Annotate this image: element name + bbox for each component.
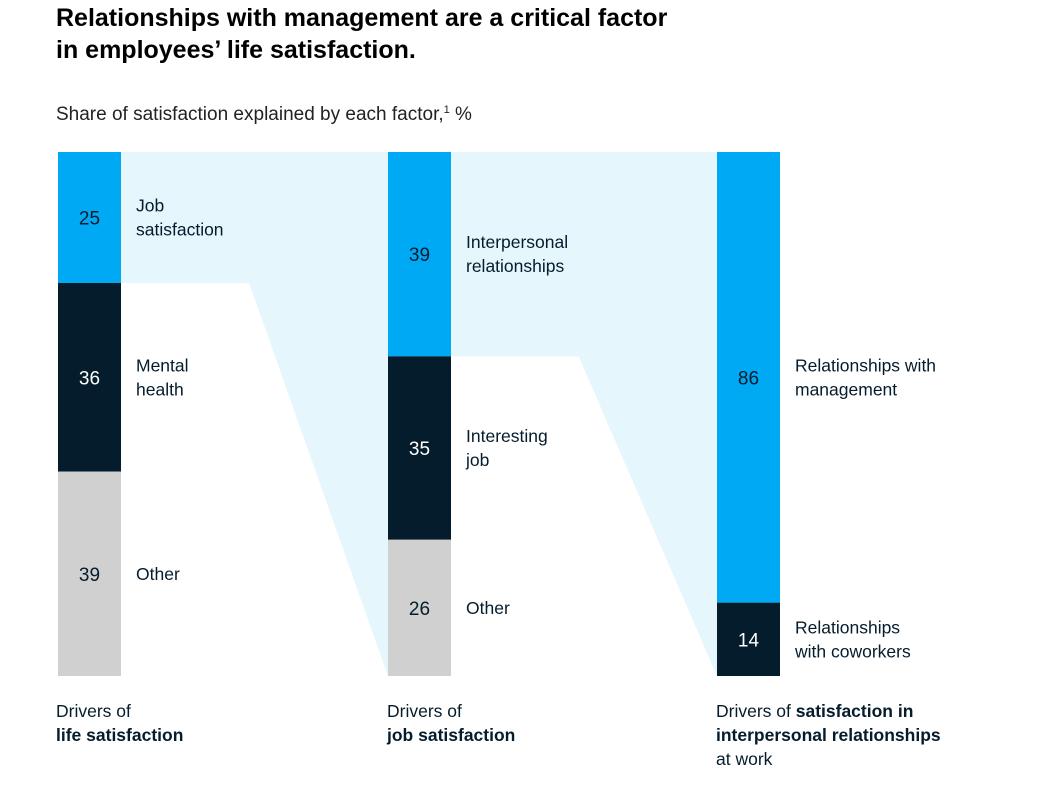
- bar-segment: [58, 152, 121, 283]
- data-label: 14: [738, 630, 760, 651]
- bar-segment: [717, 602, 780, 676]
- caption-bold: life satisfaction: [56, 725, 184, 745]
- segment-label: Mental health: [136, 355, 189, 399]
- segment-label: Job satisfaction: [136, 196, 224, 240]
- caption-bold: satisfaction in interpersonal relationsh…: [716, 701, 941, 745]
- data-label: 36: [79, 368, 100, 389]
- segment-label: Other: [136, 564, 180, 584]
- flow-band-2: [451, 152, 717, 676]
- chart-subtitle: Share of satisfaction explained by each …: [56, 97, 472, 128]
- data-label: 25: [79, 209, 100, 230]
- bar-segment: [388, 539, 451, 676]
- caption-life-satisfaction: Drivers of life satisfaction: [56, 699, 183, 747]
- segment-label: Relationships with management: [795, 355, 936, 399]
- bar-segment: [58, 283, 121, 472]
- flow-band-1: [121, 152, 388, 676]
- data-label: 39: [409, 245, 430, 266]
- segment-label: Other: [466, 598, 510, 618]
- caption-interpersonal-relationships: Drivers of satisfaction in interpersonal…: [716, 699, 976, 771]
- subtitle-footnote-marker: 1: [443, 104, 450, 116]
- caption-prefix: Drivers of: [716, 701, 796, 721]
- bar-segment: [58, 471, 121, 676]
- caption-suffix: at work: [716, 749, 773, 769]
- data-label: 35: [409, 439, 430, 460]
- bar-segment: [388, 152, 451, 357]
- segment-label: Interesting job: [465, 426, 548, 470]
- segment-label: Interpersonal relationships: [466, 232, 568, 276]
- caption-prefix: Drivers of: [56, 701, 131, 721]
- caption-prefix: Drivers of: [387, 701, 462, 721]
- subtitle-unit: %: [449, 104, 472, 125]
- chart-title-line-1: Relationships with management are a crit…: [56, 4, 668, 32]
- data-label: 39: [79, 565, 100, 586]
- bar-segment: [388, 356, 451, 540]
- segment-label: Relationships with coworkers: [794, 617, 911, 661]
- chart-title-line-2: in employees’ life satisfaction.: [56, 36, 416, 64]
- subtitle-text: Share of satisfaction explained by each …: [56, 104, 444, 125]
- data-label: 26: [409, 599, 430, 620]
- caption-job-satisfaction: Drivers of job satisfaction: [387, 699, 515, 747]
- caption-bold: job satisfaction: [387, 725, 516, 745]
- data-label: 86: [738, 368, 759, 389]
- bar-segment: [717, 152, 780, 603]
- chart-title: Relationships with management are a crit…: [56, 2, 816, 66]
